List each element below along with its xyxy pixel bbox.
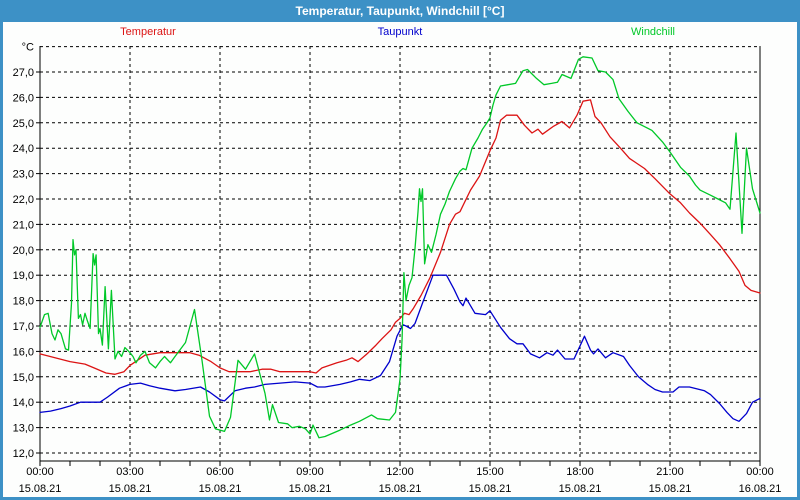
x-tick-time-label: 18:00 [566, 466, 594, 478]
y-tick-label: 16,0 [13, 346, 34, 358]
legend-windchill: Windchill [630, 26, 676, 38]
y-tick-label: 26,0 [13, 92, 34, 104]
x-tick-time-label: 09:00 [296, 466, 324, 478]
x-tick-time-label: 12:00 [386, 466, 414, 478]
plot-panel: Temperatur Taupunkt Windchill 12,0 13,0 14… [3, 22, 797, 497]
y-tick-label: 22,0 [13, 194, 34, 206]
x-tick-date-label: 15.08.21 [109, 483, 152, 495]
x-tick-date-label: 15.08.21 [289, 483, 332, 495]
series-line-windchill [39, 56, 761, 439]
series-line-temperatur [39, 99, 761, 375]
x-tick-time-label: 15:00 [476, 466, 504, 478]
y-tick-label: 13,0 [13, 423, 34, 435]
y-tick-label: 12,0 [13, 448, 34, 460]
y-tick-label: 27,0 [13, 67, 34, 79]
y-tick-label: 25,0 [13, 118, 34, 130]
x-tick-time-label: 06:00 [206, 466, 234, 478]
x-tick-date-label: 15.08.21 [379, 483, 422, 495]
y-tick-label: 15,0 [13, 372, 34, 384]
y-axis-unit-label: °C [22, 42, 34, 54]
x-tick-date-label: 16.08.21 [739, 483, 782, 495]
x-tick-time-label: 03:00 [116, 466, 144, 478]
series-line-taupunkt [39, 274, 761, 422]
title-bar: Temperatur, Taupunkt, Windchill [°C] [0, 0, 800, 22]
x-tick-time-label: 00:00 [26, 466, 54, 478]
x-tick-date-label: 15.08.21 [19, 483, 62, 495]
x-tick-date-label: 15.08.21 [469, 483, 512, 495]
chart-title: Temperatur, Taupunkt, Windchill [°C] [295, 4, 505, 18]
x-tick-date-label: 15.08.21 [199, 483, 242, 495]
y-tick-label: 18,0 [13, 296, 34, 308]
x-tick-time-label: 00:00 [746, 466, 774, 478]
y-tick-label: 21,0 [13, 219, 34, 231]
x-tick-date-label: 15.08.21 [649, 483, 692, 495]
x-tick-date-label: 15.08.21 [559, 483, 602, 495]
y-tick-label: 20,0 [13, 245, 34, 257]
y-tick-label: 14,0 [13, 397, 34, 409]
y-tick-label: 17,0 [13, 321, 34, 333]
x-tick-time-label: 21:00 [656, 466, 684, 478]
y-tick-label: 24,0 [13, 143, 34, 155]
y-tick-label: 19,0 [13, 270, 34, 282]
legend-temperatur: Temperatur [120, 26, 176, 38]
y-tick-label: 23,0 [13, 169, 34, 181]
legend-taupunkt: Taupunkt [377, 26, 423, 38]
